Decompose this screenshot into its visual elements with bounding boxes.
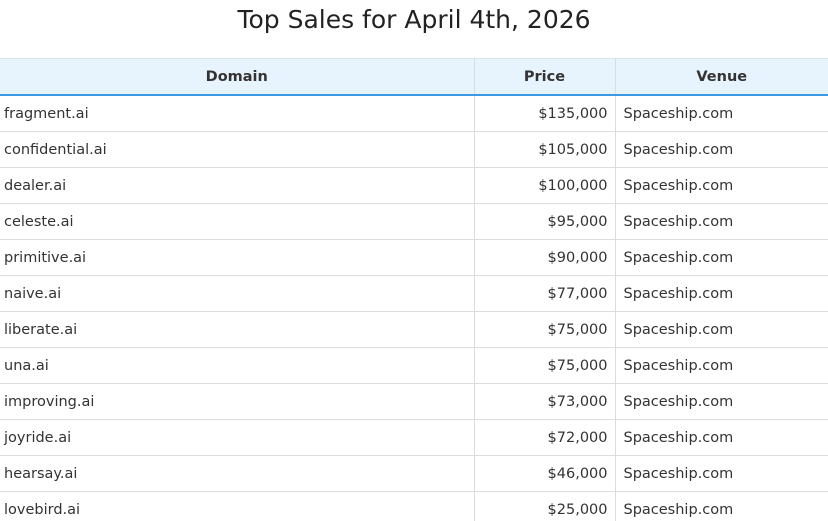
table-body: fragment.ai $135,000 Spaceship.com confiden… bbox=[0, 95, 828, 521]
price-cell: $75,000 bbox=[474, 311, 616, 348]
table-row: liberate.ai $75,000 Spaceship.com bbox=[0, 311, 828, 348]
domain-cell: celeste.ai bbox=[0, 203, 475, 240]
price-cell: $90,000 bbox=[474, 239, 616, 276]
price-cell: $46,000 bbox=[474, 455, 616, 492]
table-row: fragment.ai $135,000 Spaceship.com bbox=[0, 95, 828, 132]
price-cell: $72,000 bbox=[474, 419, 616, 456]
column-header: Domain bbox=[0, 58, 475, 96]
domain-cell: liberate.ai bbox=[0, 311, 475, 348]
domain-cell: hearsay.ai bbox=[0, 455, 475, 492]
venue-cell: Spaceship.com bbox=[615, 419, 828, 456]
domain-cell: primitive.ai bbox=[0, 239, 475, 276]
table-row: celeste.ai $95,000 Spaceship.com bbox=[0, 203, 828, 240]
venue-cell: Spaceship.com bbox=[615, 347, 828, 384]
column-header: Venue bbox=[615, 58, 828, 96]
venue-cell: Spaceship.com bbox=[615, 455, 828, 492]
table-row: improving.ai $73,000 Spaceship.com bbox=[0, 383, 828, 420]
table-row: dealer.ai $100,000 Spaceship.com bbox=[0, 167, 828, 204]
domain-cell: confidential.ai bbox=[0, 131, 475, 168]
table-row: primitive.ai $90,000 Spaceship.com bbox=[0, 239, 828, 276]
venue-cell: Spaceship.com bbox=[615, 311, 828, 348]
table-row: joyride.ai $72,000 Spaceship.com bbox=[0, 419, 828, 456]
domain-cell: dealer.ai bbox=[0, 167, 475, 204]
price-cell: $100,000 bbox=[474, 167, 616, 204]
table-row: una.ai $75,000 Spaceship.com bbox=[0, 347, 828, 384]
venue-cell: Spaceship.com bbox=[615, 131, 828, 168]
price-cell: $95,000 bbox=[474, 203, 616, 240]
column-header: Price bbox=[474, 58, 616, 96]
table-row: hearsay.ai $46,000 Spaceship.com bbox=[0, 455, 828, 492]
domain-cell: joyride.ai bbox=[0, 419, 475, 456]
table-row: naive.ai $77,000 Spaceship.com bbox=[0, 275, 828, 312]
price-cell: $25,000 bbox=[474, 491, 616, 521]
price-cell: $75,000 bbox=[474, 347, 616, 384]
price-cell: $73,000 bbox=[474, 383, 616, 420]
domain-cell: fragment.ai bbox=[0, 95, 475, 132]
price-cell: $135,000 bbox=[474, 95, 616, 132]
venue-cell: Spaceship.com bbox=[615, 167, 828, 204]
page-title: Top Sales for April 4th, 2026 bbox=[237, 5, 591, 34]
domain-cell: una.ai bbox=[0, 347, 475, 384]
table-row: confidential.ai $105,000 Spaceship.com bbox=[0, 131, 828, 168]
domain-cell: lovebird.ai bbox=[0, 491, 475, 521]
domain-cell: naive.ai bbox=[0, 275, 475, 312]
venue-cell: Spaceship.com bbox=[615, 95, 828, 132]
venue-cell: Spaceship.com bbox=[615, 203, 828, 240]
venue-cell: Spaceship.com bbox=[615, 491, 828, 521]
venue-cell: Spaceship.com bbox=[615, 383, 828, 420]
sales-table: Domain Price Venue fragment.ai $135,000 Spac… bbox=[0, 58, 828, 521]
price-cell: $77,000 bbox=[474, 275, 616, 312]
header-row: Domain Price Venue bbox=[0, 58, 828, 96]
venue-cell: Spaceship.com bbox=[615, 239, 828, 276]
venue-cell: Spaceship.com bbox=[615, 275, 828, 312]
domain-cell: improving.ai bbox=[0, 383, 475, 420]
table-row: lovebird.ai $25,000 Spaceship.com bbox=[0, 491, 828, 521]
price-cell: $105,000 bbox=[474, 131, 616, 168]
table-header: Domain Price Venue bbox=[0, 58, 828, 96]
